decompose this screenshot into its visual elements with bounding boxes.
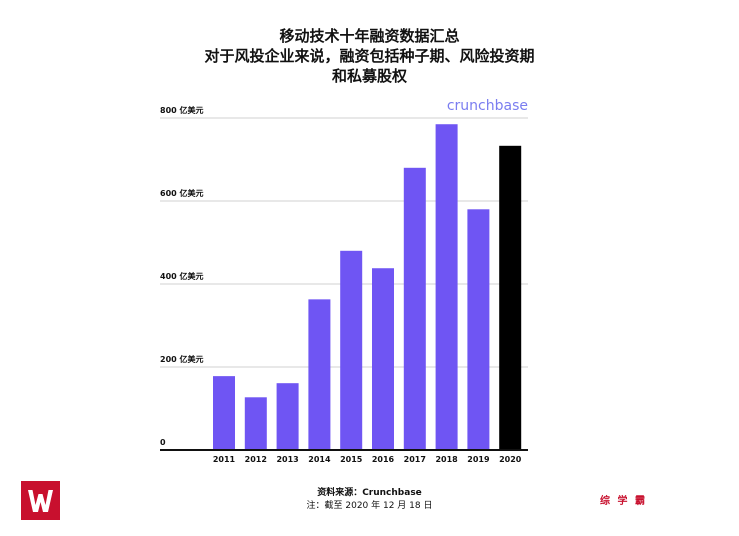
- brand-label: crunchbase: [447, 98, 528, 114]
- title-line-2: 对于风投企业来说，融资包括种子期、风险投资期: [204, 47, 535, 65]
- title-line-1: 移动技术十年融资数据汇总: [279, 27, 460, 45]
- x-tick-label: 2011: [213, 455, 236, 464]
- brand-logo: [21, 481, 60, 520]
- bar-2012: [244, 397, 267, 450]
- bar-2016: [372, 268, 394, 450]
- source-block: 资料来源：Crunchbase 注：截至 2020 年 12 月 18 日: [0, 487, 739, 513]
- x-tick-label: 2018: [435, 455, 458, 464]
- y-tick-label: 600 亿美元: [160, 188, 203, 198]
- chart-title: 移动技术十年融资数据汇总 对于风投企业来说，融资包括种子期、风险投资期 和私募股…: [0, 26, 739, 86]
- bar-2011: [213, 376, 235, 450]
- date-note: 注：截至 2020 年 12 月 18 日: [306, 501, 433, 511]
- x-tick-label: 2012: [245, 455, 267, 464]
- bar-2018: [435, 124, 458, 450]
- bar-2019: [467, 209, 490, 450]
- watermark-text: 综 学 霸: [600, 496, 647, 507]
- x-tick-label: 2019: [467, 455, 490, 464]
- x-tick-label: 2013: [276, 455, 298, 464]
- x-tick-label: 2020: [499, 455, 522, 464]
- x-tick-label: 2016: [372, 455, 395, 464]
- bar-2014: [308, 299, 331, 450]
- x-tick-label: 2014: [308, 455, 331, 464]
- bar-2020: [499, 145, 522, 450]
- title-line-3: 和私募股权: [331, 67, 407, 85]
- y-tick-label: 800 亿美元: [160, 105, 203, 115]
- y-tick-label: 0: [160, 438, 166, 447]
- x-tick-label: 2015: [340, 455, 363, 464]
- x-tick-label: 2017: [404, 455, 426, 464]
- y-tick-label: 200 亿美元: [160, 354, 203, 364]
- bar-2013: [276, 383, 299, 450]
- bar-2015: [340, 250, 363, 450]
- source-label: 资料来源：Crunchbase: [317, 488, 422, 498]
- bar-2017: [403, 167, 426, 451]
- y-tick-label: 400 亿美元: [160, 271, 203, 281]
